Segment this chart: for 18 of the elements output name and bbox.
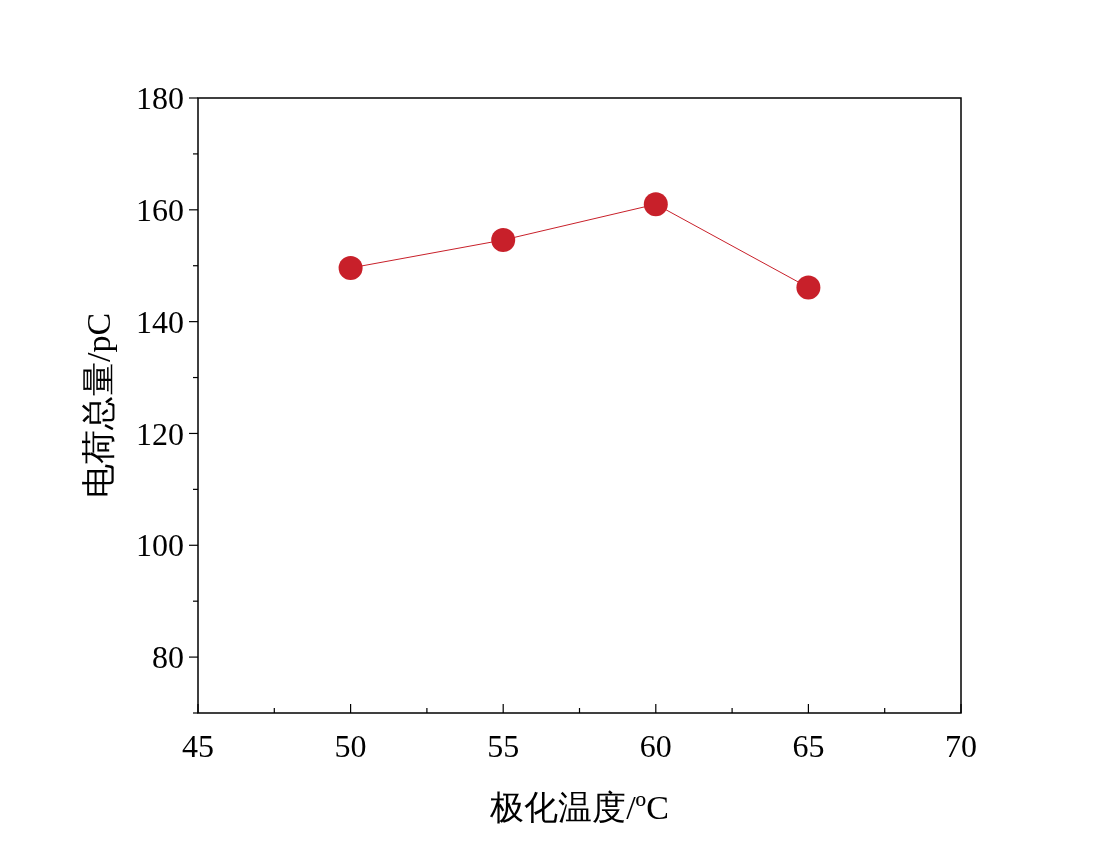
x-tick-label: 50: [334, 728, 367, 764]
x-tick-label: 45: [182, 728, 214, 764]
y-tick-label: 160: [136, 192, 184, 229]
y-tick-label: 180: [136, 80, 184, 117]
y-tick-label: 140: [136, 303, 184, 340]
y-tick-label: 100: [136, 527, 184, 564]
x-axis-title: 极化温度/ºC: [489, 789, 669, 826]
point: [643, 192, 668, 217]
y-axis-title: 电荷总量/pC: [80, 312, 117, 499]
x-tick-label: 60: [639, 728, 672, 764]
x-tick-label: 65: [792, 728, 825, 764]
y-tick-label: 80: [152, 639, 184, 676]
point: [796, 275, 821, 300]
x-tick-label: 70: [945, 728, 977, 764]
point: [491, 228, 516, 252]
y-tick-label: 120: [136, 415, 184, 452]
x-tick-label: 55: [487, 728, 520, 764]
point: [338, 255, 363, 280]
